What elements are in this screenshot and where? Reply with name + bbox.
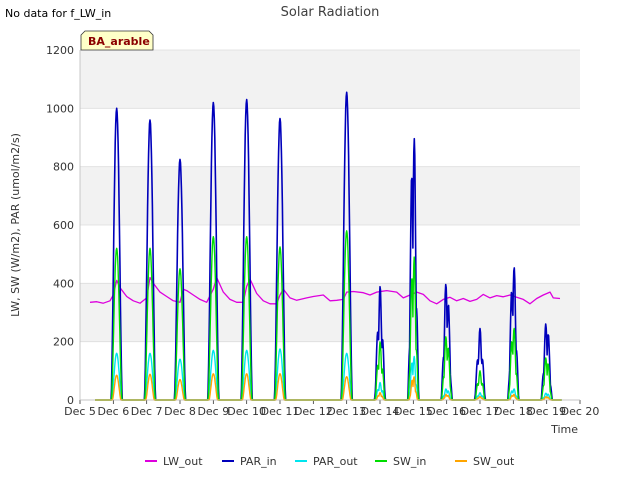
- y-tick-label: 0: [67, 394, 74, 407]
- x-tick-label: Dec 7: [131, 405, 163, 418]
- legend-label-SW_in: SW_in: [393, 455, 426, 468]
- x-tick-label: Dec 16: [427, 405, 466, 418]
- no-data-note: No data for f_LW_in: [5, 7, 112, 20]
- y-tick-label: 800: [53, 161, 74, 174]
- badge-box: [80, 30, 154, 51]
- grid-band: [80, 166, 580, 225]
- x-tick-label: Dec 14: [361, 405, 400, 418]
- grid-band: [80, 50, 580, 109]
- y-tick-label: 600: [53, 219, 74, 232]
- legend-label-PAR_in: PAR_in: [240, 455, 277, 468]
- series-line-PAR_in: [95, 91, 562, 401]
- x-tick-label: Dec 6: [97, 405, 129, 418]
- x-axis-label: Time: [550, 423, 578, 436]
- x-tick-label: Dec 15: [394, 405, 433, 418]
- x-tick-label: Dec 11: [261, 405, 300, 418]
- x-tick-label: Dec 20: [561, 405, 600, 418]
- series-line-SW_out: [95, 373, 562, 401]
- x-tick-label: Dec 12: [294, 405, 333, 418]
- x-tick-label: Dec 5: [64, 405, 96, 418]
- y-axis-label: LW, SW (W/m2), PAR (umol/m2/s): [9, 133, 22, 317]
- legend-label-PAR_out: PAR_out: [313, 455, 358, 468]
- series-line-SW_in: [95, 230, 562, 401]
- y-tick-label: 1200: [46, 44, 74, 57]
- y-tick-label: 200: [53, 336, 74, 349]
- x-tick-label: Dec 13: [327, 405, 366, 418]
- y-tick-label: 400: [53, 277, 74, 290]
- x-tick-label: Dec 17: [461, 405, 500, 418]
- x-tick-label: Dec 10: [227, 405, 266, 418]
- x-tick-label: Dec 8: [164, 405, 196, 418]
- legend-label-SW_out: SW_out: [473, 455, 515, 468]
- series-line-PAR_out: [95, 348, 562, 401]
- legend-label-LW_out: LW_out: [163, 455, 203, 468]
- grid-band: [80, 283, 580, 342]
- x-tick-label: Dec 19: [527, 405, 566, 418]
- x-tick-label: Dec 9: [197, 405, 229, 418]
- x-tick-label: Dec 18: [494, 405, 533, 418]
- series-line-LW_out: [89, 276, 561, 305]
- badge-label: BA_arable: [88, 35, 150, 48]
- chart-title: Solar Radiation: [281, 5, 380, 20]
- y-tick-label: 1000: [46, 102, 74, 115]
